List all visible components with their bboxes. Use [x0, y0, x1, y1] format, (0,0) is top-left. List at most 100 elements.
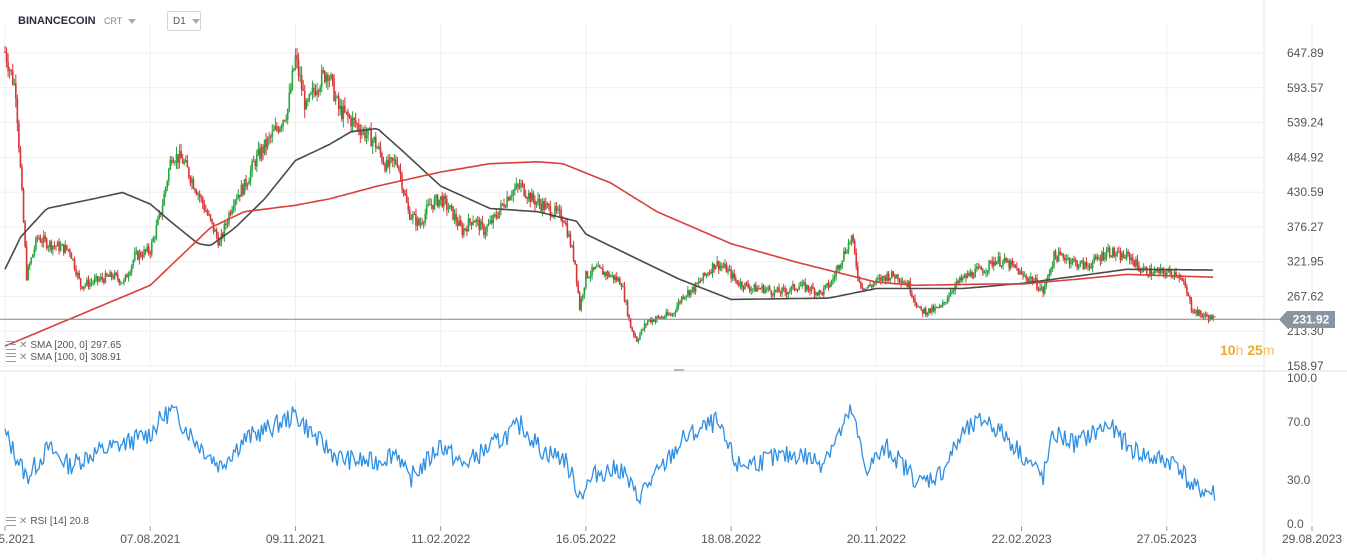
candle-down — [762, 285, 765, 293]
candle-down — [549, 205, 552, 217]
candle-down — [1187, 293, 1190, 297]
candle-down — [200, 196, 203, 198]
candle-down — [1128, 253, 1131, 260]
close-icon[interactable]: ✕ — [19, 352, 28, 363]
candle-down — [407, 202, 410, 211]
candle-down — [778, 287, 780, 293]
candle-down — [532, 193, 535, 201]
candle-up — [690, 289, 692, 296]
candle-up — [983, 272, 986, 274]
candle-down — [608, 272, 610, 277]
legend-rsi: ✕ RSI [14] 20.8 — [6, 516, 89, 527]
candle-down — [186, 160, 189, 168]
indicator-settings-icon[interactable] — [6, 353, 16, 362]
candle-up — [1002, 260, 1004, 266]
candle-up — [506, 197, 508, 207]
candle-up — [841, 260, 844, 265]
candle-up — [719, 265, 722, 270]
candle-up — [123, 279, 125, 283]
time-tick-label: 05.05.2021 — [0, 532, 35, 546]
candle-up — [1121, 253, 1123, 261]
candle-down — [551, 216, 553, 218]
candle-down — [1199, 310, 1202, 315]
candle-down — [222, 233, 224, 237]
candle-up — [1047, 275, 1049, 279]
candle-down — [911, 292, 913, 297]
candle-up — [325, 74, 328, 82]
timeframe-dropdown[interactable]: D1 — [167, 11, 201, 31]
close-icon[interactable]: ✕ — [19, 516, 28, 527]
candle-down — [666, 312, 669, 315]
candle-up — [849, 242, 851, 244]
candle-up — [787, 292, 790, 295]
candle-up — [1130, 257, 1133, 260]
candle-down — [991, 260, 994, 266]
candle-up — [120, 282, 122, 284]
candle-down — [317, 90, 320, 92]
candle-up — [146, 246, 148, 252]
candle-up — [32, 254, 34, 258]
candle-up — [622, 286, 624, 288]
pane-separator[interactable] — [0, 369, 1347, 372]
indicator-settings-icon[interactable] — [6, 341, 16, 350]
candle-down — [415, 214, 417, 226]
candle-down — [1031, 276, 1034, 282]
instrument-type-dropdown[interactable]: CRT — [104, 11, 137, 31]
candle-down — [796, 289, 799, 291]
candle-down — [688, 290, 691, 296]
candle-down — [469, 218, 471, 223]
candle-down — [894, 276, 896, 279]
close-icon[interactable]: ✕ — [19, 340, 28, 351]
candle-up — [537, 198, 539, 202]
candle-up — [1023, 275, 1026, 277]
candle-up — [597, 265, 600, 267]
candle-down — [1073, 259, 1075, 261]
candle-up — [1212, 316, 1214, 320]
symbol-name[interactable]: BINANCECOIN — [18, 15, 96, 27]
candle-up — [639, 334, 641, 340]
candle-up — [228, 212, 230, 223]
candle-up — [958, 277, 961, 283]
candle-down — [1017, 268, 1020, 275]
candle-up — [1141, 271, 1143, 273]
candle-up — [231, 209, 233, 215]
candle-up — [541, 201, 544, 211]
candle-up — [163, 193, 165, 206]
candle-up — [42, 235, 45, 243]
candle-up — [1030, 276, 1032, 279]
candle-up — [339, 105, 342, 110]
candle-down — [1145, 267, 1148, 275]
candle-down — [968, 273, 970, 276]
candle-down — [1213, 316, 1216, 318]
candle-down — [693, 286, 695, 292]
candle-up — [677, 301, 680, 307]
candle-up — [307, 100, 309, 102]
candle-down — [759, 288, 762, 290]
candle-up — [1034, 278, 1037, 281]
candle-down — [70, 253, 73, 260]
candle-down — [782, 287, 785, 289]
candle-up — [492, 214, 494, 224]
candle-down — [206, 211, 209, 215]
candle-down — [858, 277, 861, 282]
candle-down — [779, 292, 782, 294]
candle-up — [1077, 265, 1080, 268]
candle-up — [1067, 257, 1069, 259]
candle-up — [1107, 247, 1109, 251]
candle-up — [824, 285, 827, 288]
rsi-tick-label: 0.0 — [1287, 517, 1304, 531]
candle-up — [124, 274, 127, 280]
price-axis[interactable]: 647.89 593.57 539.24 484.92 430.59 376.27 321.… — [1287, 46, 1324, 373]
candle-up — [89, 282, 91, 287]
candle-up — [609, 275, 612, 277]
indicator-settings-icon[interactable] — [6, 517, 16, 526]
candle-up — [829, 284, 831, 288]
candle-down — [827, 283, 830, 288]
time-axis[interactable]: 05.05.2021 07.08.2021 09.11.2021 11.02.2022… — [0, 526, 1342, 546]
candle-up — [823, 287, 825, 295]
candle-up — [328, 79, 331, 81]
candle-down — [62, 244, 65, 253]
candle-up — [1116, 251, 1119, 256]
candle-down — [1056, 256, 1058, 262]
